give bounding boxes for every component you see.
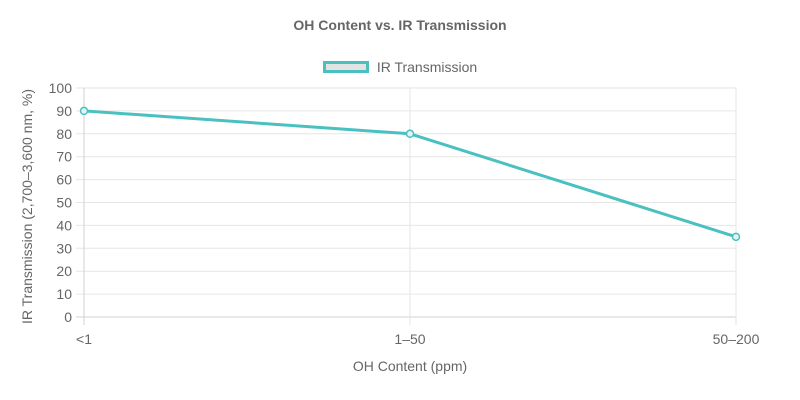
y-tick-label: 70: [56, 149, 72, 165]
x-axis-title: OH Content (ppm): [353, 358, 467, 374]
data-point[interactable]: [405, 129, 415, 139]
y-tick-label: 100: [49, 80, 73, 96]
x-tick-label: 1–50: [394, 331, 425, 347]
y-tick-label: 30: [56, 240, 72, 256]
y-tick-label: 90: [56, 103, 72, 119]
legend: IR Transmission: [0, 59, 800, 75]
x-tick-label: <1: [76, 331, 92, 347]
y-tick-label: 50: [56, 195, 72, 211]
y-tick-label: 0: [64, 309, 72, 325]
y-tick-label: 20: [56, 263, 72, 279]
x-tick-label: 50–200: [713, 331, 760, 347]
y-tick-label: 40: [56, 217, 72, 233]
legend-label[interactable]: IR Transmission: [376, 59, 478, 75]
y-axis-title: IR Transmission (2,700–3,600 nm, %): [19, 89, 35, 324]
chart-title: OH Content vs. IR Transmission: [293, 17, 507, 33]
y-tick-label: 80: [56, 126, 72, 142]
data-point[interactable]: [731, 232, 741, 242]
y-tick-label: 10: [56, 286, 72, 302]
data-point[interactable]: [79, 106, 89, 116]
y-tick-label: 60: [56, 172, 72, 188]
legend-swatch[interactable]: [322, 61, 369, 73]
